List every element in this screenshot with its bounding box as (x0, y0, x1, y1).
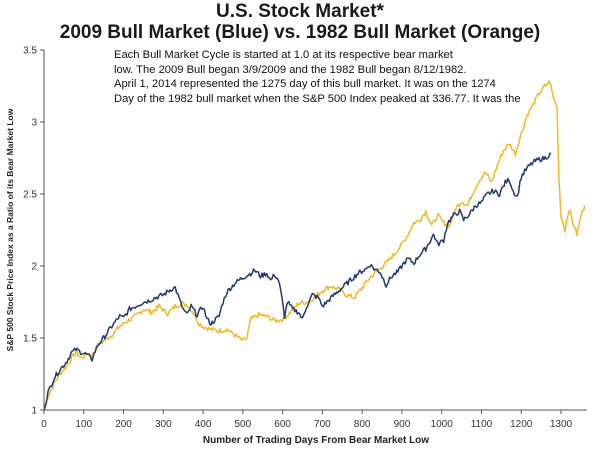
y-tick-label: 3 (31, 118, 37, 129)
x-tick-label: 1000 (431, 419, 454, 430)
x-tick-label: 100 (75, 419, 92, 430)
annotation-line: April 1, 2014 represented the 1275 day o… (114, 78, 496, 90)
y-axis-title: S&P 500 Stock Price Index as a Ratio of … (5, 108, 15, 351)
chart-annotation: Each Bull Market Cycle is started at 1.0… (114, 48, 521, 106)
axes: 0 100 200 300 400 500 600 700 800 900 1000 1100 1200… (23, 46, 587, 430)
x-tick-label: 1300 (550, 419, 573, 430)
series-line-2009-bull-market (43, 152, 552, 411)
y-tick-label: 1.5 (23, 334, 37, 345)
series-line-1982-bull-market (43, 80, 586, 411)
y-tick-label: 1 (31, 406, 37, 417)
chart-subtitle: 2009 Bull Market (Blue) vs. 1982 Bull Ma… (59, 22, 541, 43)
x-tick-label: 600 (274, 419, 291, 430)
chart-title: U.S. Stock Market* (216, 1, 384, 22)
x-axis-title: Number of Trading Days From Bear Market … (203, 435, 429, 446)
annotation-line: Each Bull Market Cycle is started at 1.0… (114, 49, 453, 61)
x-tick-label: 400 (195, 419, 212, 430)
y-tick-label: 2.5 (23, 190, 37, 201)
x-tick-label: 300 (155, 419, 172, 430)
y-tick-label: 3.5 (23, 46, 37, 57)
x-tick-label: 800 (354, 419, 371, 430)
x-tick-label: 1200 (510, 419, 533, 430)
annotation-line: Day of the 1982 bull market when the S&P… (114, 92, 521, 105)
x-tick-label: 700 (314, 419, 331, 430)
x-tick-label: 900 (394, 419, 411, 430)
y-tick-label: 2 (31, 262, 37, 273)
x-tick-label: 0 (41, 419, 47, 430)
x-tick-label: 500 (235, 419, 252, 430)
x-tick-label: 1100 (471, 419, 493, 430)
annotation-line: low. The 2009 Bull began 3/9/2009 and th… (114, 63, 467, 76)
x-tick-label: 200 (115, 419, 132, 430)
series-layer (43, 80, 586, 411)
